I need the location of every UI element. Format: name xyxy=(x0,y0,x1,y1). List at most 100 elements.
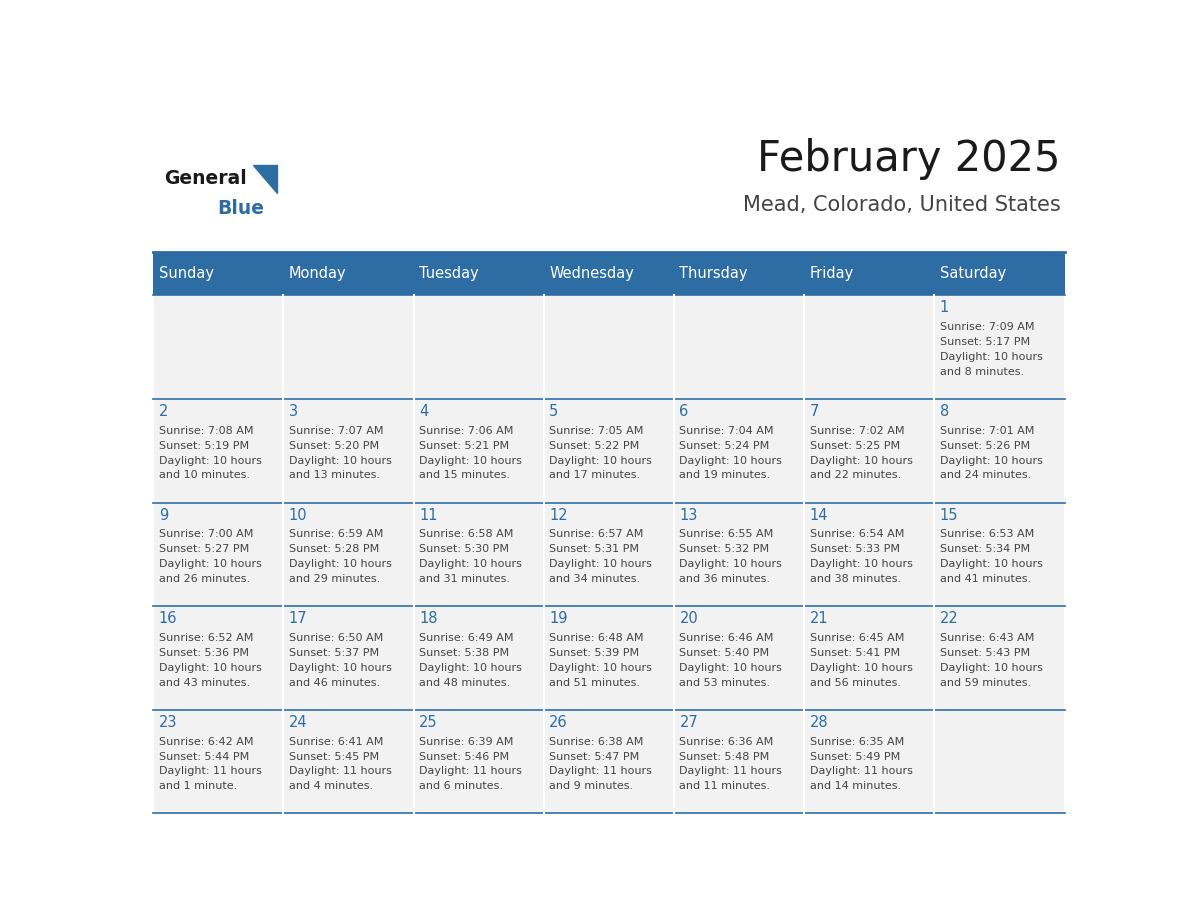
Text: Daylight: 10 hours: Daylight: 10 hours xyxy=(159,559,261,569)
Bar xyxy=(283,606,413,710)
Bar xyxy=(935,503,1064,606)
Text: Sunrise: 6:48 AM: Sunrise: 6:48 AM xyxy=(549,633,644,644)
Text: Sunrise: 7:09 AM: Sunrise: 7:09 AM xyxy=(940,322,1035,332)
Text: Sunrise: 7:06 AM: Sunrise: 7:06 AM xyxy=(419,426,513,436)
Text: and 36 minutes.: and 36 minutes. xyxy=(680,574,771,584)
Bar xyxy=(153,399,283,503)
Bar xyxy=(544,399,674,503)
Text: Daylight: 10 hours: Daylight: 10 hours xyxy=(289,455,392,465)
Bar xyxy=(283,296,413,399)
Text: 19: 19 xyxy=(549,611,568,626)
Bar xyxy=(804,296,935,399)
Text: and 4 minutes.: and 4 minutes. xyxy=(289,781,373,791)
Text: Sunrise: 6:57 AM: Sunrise: 6:57 AM xyxy=(549,530,644,540)
Text: February 2025: February 2025 xyxy=(758,139,1061,181)
Text: 25: 25 xyxy=(419,715,437,730)
Text: Sunrise: 7:08 AM: Sunrise: 7:08 AM xyxy=(159,426,253,436)
Text: 11: 11 xyxy=(419,508,437,522)
Text: and 38 minutes.: and 38 minutes. xyxy=(810,574,901,584)
Text: 15: 15 xyxy=(940,508,959,522)
Text: Mead, Colorado, United States: Mead, Colorado, United States xyxy=(744,195,1061,215)
Bar xyxy=(544,503,674,606)
Bar xyxy=(413,399,544,503)
Text: and 51 minutes.: and 51 minutes. xyxy=(549,677,640,688)
Text: 6: 6 xyxy=(680,404,689,419)
Text: Sunrise: 6:50 AM: Sunrise: 6:50 AM xyxy=(289,633,383,644)
Text: and 34 minutes.: and 34 minutes. xyxy=(549,574,640,584)
Text: Daylight: 10 hours: Daylight: 10 hours xyxy=(810,663,912,673)
Text: and 59 minutes.: and 59 minutes. xyxy=(940,677,1031,688)
Bar xyxy=(413,710,544,813)
Text: 22: 22 xyxy=(940,611,959,626)
Text: Sunset: 5:32 PM: Sunset: 5:32 PM xyxy=(680,544,770,554)
Text: Daylight: 10 hours: Daylight: 10 hours xyxy=(289,559,392,569)
Text: and 22 minutes.: and 22 minutes. xyxy=(810,470,901,480)
Bar xyxy=(804,503,935,606)
Text: Daylight: 11 hours: Daylight: 11 hours xyxy=(289,767,392,777)
Text: 26: 26 xyxy=(549,715,568,730)
Text: 28: 28 xyxy=(810,715,828,730)
Bar xyxy=(544,252,674,296)
Text: 24: 24 xyxy=(289,715,308,730)
Bar xyxy=(935,399,1064,503)
Text: Sunrise: 6:55 AM: Sunrise: 6:55 AM xyxy=(680,530,773,540)
Text: Daylight: 10 hours: Daylight: 10 hours xyxy=(940,559,1043,569)
Text: Sunrise: 7:07 AM: Sunrise: 7:07 AM xyxy=(289,426,384,436)
Bar xyxy=(283,399,413,503)
Text: and 13 minutes.: and 13 minutes. xyxy=(289,470,380,480)
Text: Sunset: 5:28 PM: Sunset: 5:28 PM xyxy=(289,544,379,554)
Bar xyxy=(674,503,804,606)
Text: Sunrise: 6:39 AM: Sunrise: 6:39 AM xyxy=(419,737,513,746)
Text: Saturday: Saturday xyxy=(940,266,1006,281)
Text: 17: 17 xyxy=(289,611,308,626)
Text: Sunset: 5:40 PM: Sunset: 5:40 PM xyxy=(680,648,770,658)
Text: Daylight: 10 hours: Daylight: 10 hours xyxy=(549,455,652,465)
Text: Sunday: Sunday xyxy=(159,266,214,281)
Text: Sunrise: 6:49 AM: Sunrise: 6:49 AM xyxy=(419,633,513,644)
Text: Sunset: 5:19 PM: Sunset: 5:19 PM xyxy=(159,441,248,451)
Bar xyxy=(153,296,283,399)
Text: Sunrise: 7:01 AM: Sunrise: 7:01 AM xyxy=(940,426,1035,436)
Text: 3: 3 xyxy=(289,404,298,419)
Text: 2: 2 xyxy=(159,404,168,419)
Text: Daylight: 10 hours: Daylight: 10 hours xyxy=(810,559,912,569)
Text: Sunset: 5:44 PM: Sunset: 5:44 PM xyxy=(159,752,248,762)
Text: and 17 minutes.: and 17 minutes. xyxy=(549,470,640,480)
Text: Sunrise: 6:45 AM: Sunrise: 6:45 AM xyxy=(810,633,904,644)
Text: Sunset: 5:30 PM: Sunset: 5:30 PM xyxy=(419,544,508,554)
Text: Daylight: 10 hours: Daylight: 10 hours xyxy=(940,352,1043,362)
Text: and 48 minutes.: and 48 minutes. xyxy=(419,677,511,688)
Text: and 6 minutes.: and 6 minutes. xyxy=(419,781,503,791)
Text: Sunrise: 6:53 AM: Sunrise: 6:53 AM xyxy=(940,530,1035,540)
Bar xyxy=(153,606,283,710)
Text: Thursday: Thursday xyxy=(680,266,748,281)
Text: Daylight: 11 hours: Daylight: 11 hours xyxy=(419,767,522,777)
Bar xyxy=(544,606,674,710)
Text: 8: 8 xyxy=(940,404,949,419)
Text: General: General xyxy=(164,169,247,188)
Text: 21: 21 xyxy=(810,611,828,626)
Text: Sunset: 5:24 PM: Sunset: 5:24 PM xyxy=(680,441,770,451)
Text: 5: 5 xyxy=(549,404,558,419)
Text: and 41 minutes.: and 41 minutes. xyxy=(940,574,1031,584)
Text: and 11 minutes.: and 11 minutes. xyxy=(680,781,771,791)
Text: Daylight: 10 hours: Daylight: 10 hours xyxy=(419,455,522,465)
Text: Sunset: 5:33 PM: Sunset: 5:33 PM xyxy=(810,544,899,554)
Bar xyxy=(804,710,935,813)
Bar xyxy=(413,296,544,399)
Text: and 53 minutes.: and 53 minutes. xyxy=(680,677,771,688)
Text: Blue: Blue xyxy=(217,199,265,218)
Text: and 8 minutes.: and 8 minutes. xyxy=(940,367,1024,376)
Bar xyxy=(153,710,283,813)
Bar xyxy=(804,399,935,503)
Text: Daylight: 10 hours: Daylight: 10 hours xyxy=(159,663,261,673)
Text: Sunset: 5:43 PM: Sunset: 5:43 PM xyxy=(940,648,1030,658)
Bar xyxy=(674,399,804,503)
Text: Sunset: 5:26 PM: Sunset: 5:26 PM xyxy=(940,441,1030,451)
Text: and 15 minutes.: and 15 minutes. xyxy=(419,470,510,480)
Text: Sunset: 5:47 PM: Sunset: 5:47 PM xyxy=(549,752,639,762)
Text: 27: 27 xyxy=(680,715,699,730)
Text: 18: 18 xyxy=(419,611,437,626)
Text: and 56 minutes.: and 56 minutes. xyxy=(810,677,901,688)
Text: Sunset: 5:37 PM: Sunset: 5:37 PM xyxy=(289,648,379,658)
